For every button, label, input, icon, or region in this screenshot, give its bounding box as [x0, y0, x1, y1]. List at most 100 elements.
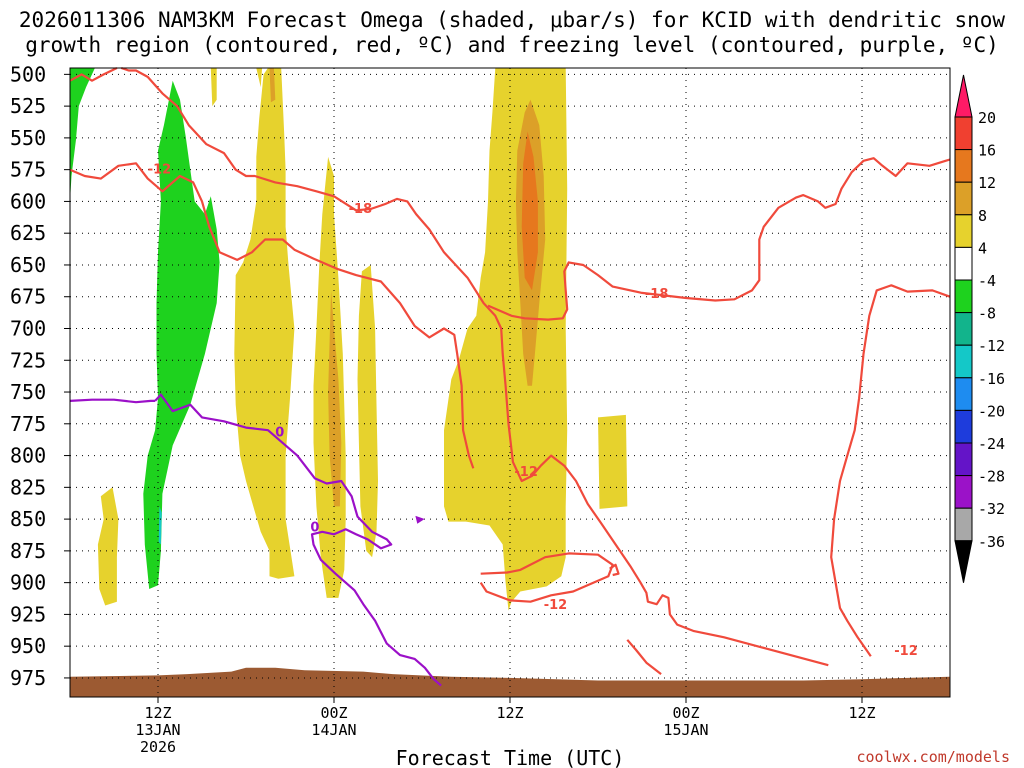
freezing-contour [69, 398, 156, 404]
omega-region [444, 68, 568, 611]
chart-title: 2026011306 NAM3KM Forecast Omega (shaded… [19, 8, 1006, 57]
colorbar-label: 20 [978, 109, 996, 127]
omega-region [328, 290, 342, 507]
omega-region [598, 414, 628, 509]
y-tick-label: 950 [10, 634, 46, 658]
colorbar-swatch [954, 442, 973, 477]
omega-region [234, 68, 295, 579]
terrain [70, 667, 950, 697]
dgz-contour [626, 639, 662, 675]
colorbar-label: -28 [978, 468, 1005, 486]
y-tick-label: 700 [10, 316, 46, 340]
x-tick-label: 00Z [320, 704, 347, 722]
y-tick-label: 600 [10, 189, 46, 213]
x-tick-label: 15JAN [663, 721, 708, 739]
y-tick-label: 650 [10, 253, 46, 277]
y-tick-label: 725 [10, 348, 46, 372]
colorbar-label: 8 [978, 207, 987, 225]
colorbar-label: -12 [978, 337, 1005, 355]
colorbar-label: -4 [978, 272, 996, 290]
colorbar-swatch [954, 74, 973, 118]
x-tick-label: 12Z [144, 704, 171, 722]
y-tick-label: 975 [10, 666, 46, 690]
y-tick-label: 525 [10, 94, 46, 118]
contour-label: 0 [310, 521, 319, 536]
contours [69, 66, 951, 687]
omega-region [269, 68, 276, 103]
colorbar-label: -8 [978, 305, 996, 323]
x-axis-label: Forecast Time (UTC) [396, 746, 625, 768]
colorbar-swatch [954, 409, 973, 444]
x-tick-label: 14JAN [311, 721, 356, 739]
colorbar: 20 16 12 8 4 -4 -8 -12 -16 -20 -24 -28 -32 -36 [954, 74, 1005, 583]
omega-region [521, 131, 538, 291]
contour-label: -12 [894, 644, 918, 659]
y-tick-label: 675 [10, 285, 46, 309]
contour-label: -12 [514, 465, 538, 480]
colorbar-swatch [954, 377, 973, 411]
omega-region [210, 68, 217, 107]
y-axis: 500 525 550 575 600 625 650 675 700 725 750 775 800 8… [10, 62, 70, 690]
y-tick-label: 575 [10, 158, 46, 182]
y-tick-label: 625 [10, 221, 46, 245]
colorbar-swatch [954, 116, 973, 151]
omega-region [158, 506, 162, 545]
y-tick-label: 775 [10, 412, 46, 436]
colorbar-label: 16 [978, 142, 996, 160]
dgz-contour [120, 66, 829, 667]
x-tick-label: 13JAN [135, 721, 180, 739]
colorbar-swatch [954, 507, 973, 542]
dgz-contour [830, 284, 951, 657]
y-tick-label: 750 [10, 380, 46, 404]
title-line-1: 2026011306 NAM3KM Forecast Omega (shaded… [19, 8, 1006, 32]
y-tick-label: 900 [10, 571, 46, 595]
dgz-contour [479, 552, 614, 603]
x-tick-label: 2026 [140, 738, 176, 756]
colorbar-swatch [954, 246, 973, 281]
contour-label: -12 [148, 162, 172, 177]
omega-shading [70, 68, 628, 611]
dgz-contour [69, 67, 118, 82]
colorbar-label: -36 [978, 533, 1005, 551]
y-tick-label: 800 [10, 444, 46, 468]
colorbar-swatch [954, 475, 973, 509]
contour-label: -18 [645, 287, 669, 302]
terrain-fill [70, 667, 950, 697]
colorbar-swatch [954, 279, 973, 314]
colorbar-label: 4 [978, 239, 987, 257]
credit-text: coolwx.com/models [856, 748, 1010, 766]
omega-region [70, 68, 95, 202]
colorbar-swatch [954, 540, 973, 583]
colorbar-swatch [954, 149, 973, 183]
freezing-contour [415, 515, 425, 524]
contour-label: -12 [544, 598, 568, 613]
omega-region [143, 80, 220, 589]
freezing-contour [154, 393, 442, 687]
x-tick-label: 12Z [496, 704, 523, 722]
colorbar-swatch [954, 312, 973, 346]
omega-region [256, 68, 263, 88]
colorbar-label: -16 [978, 370, 1005, 388]
dgz-contour [69, 162, 475, 469]
y-tick-label: 550 [10, 126, 46, 150]
y-tick-label: 875 [10, 539, 46, 563]
colorbar-swatch [954, 214, 973, 248]
y-tick-label: 850 [10, 507, 46, 531]
dgz-contour [487, 157, 951, 321]
contour-label: -18 [349, 202, 373, 217]
x-tick-label: 12Z [848, 704, 875, 722]
contour-labels: -12 -18 -18 -12 -12 -12 0 0 [148, 162, 918, 659]
colorbar-swatch [954, 181, 973, 216]
dgz-contour [609, 563, 620, 577]
colorbar-label: -32 [978, 500, 1005, 518]
y-tick-label: 500 [10, 62, 46, 86]
title-line-2: growth region (contoured, red, ºC) and f… [25, 33, 999, 57]
contour-label: 0 [275, 425, 284, 440]
colorbar-swatch [954, 344, 973, 379]
colorbar-label: -24 [978, 435, 1005, 453]
omega-region [357, 265, 378, 558]
y-tick-label: 825 [10, 475, 46, 499]
x-tick-label: 00Z [672, 704, 699, 722]
